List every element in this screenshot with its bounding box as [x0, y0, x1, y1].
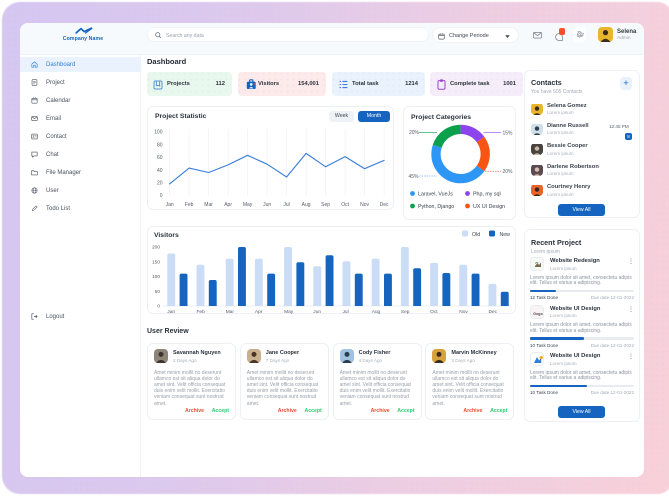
- svg-text:0: 0: [160, 193, 163, 199]
- svg-text:Apr: Apr: [255, 309, 263, 315]
- svg-text:UX UI Design: UX UI Design: [473, 204, 505, 210]
- svg-text:Jun: Jun: [263, 202, 271, 208]
- svg-text:Jul: Jul: [283, 202, 289, 208]
- svg-text:Nov: Nov: [459, 309, 468, 315]
- svg-text:20%: 20%: [409, 130, 420, 136]
- svg-text:Nov: Nov: [360, 202, 369, 208]
- svg-text:May: May: [243, 202, 253, 208]
- svg-text:15%: 15%: [503, 130, 514, 136]
- svg-text:Sep: Sep: [321, 202, 330, 208]
- svg-text:Mar: Mar: [226, 309, 235, 315]
- svg-text:Old: Old: [472, 232, 480, 238]
- svg-text:40: 40: [157, 168, 163, 174]
- svg-text:45%: 45%: [409, 174, 420, 180]
- svg-text:May: May: [284, 309, 294, 315]
- svg-text:Laravel, VueJs: Laravel, VueJs: [418, 191, 453, 197]
- svg-text:Php, my sql: Php, my sql: [473, 191, 501, 197]
- svg-text:Oct: Oct: [430, 309, 438, 315]
- svg-text:0: 0: [157, 304, 160, 310]
- svg-text:Feb: Feb: [197, 309, 206, 315]
- svg-text:20%: 20%: [503, 169, 514, 175]
- svg-text:Feb: Feb: [185, 202, 194, 208]
- svg-text:Jan: Jan: [166, 202, 174, 208]
- svg-text:Aug: Aug: [302, 202, 311, 208]
- svg-text:50: 50: [155, 289, 161, 295]
- svg-text:150: 150: [152, 260, 160, 266]
- svg-text:Mar: Mar: [204, 202, 213, 208]
- svg-text:100: 100: [154, 130, 163, 136]
- svg-text:Sep: Sep: [401, 309, 410, 315]
- svg-text:80: 80: [157, 142, 163, 148]
- svg-text:Aug: Aug: [372, 309, 381, 315]
- svg-text:Dec: Dec: [380, 202, 389, 208]
- svg-text:20: 20: [157, 181, 163, 187]
- svg-text:Jun: Jun: [313, 309, 321, 315]
- svg-text:Gogo: Gogo: [533, 312, 543, 316]
- svg-text:200: 200: [152, 245, 160, 251]
- svg-text:Apr: Apr: [224, 202, 232, 208]
- svg-text:Python, Django: Python, Django: [418, 204, 454, 210]
- svg-text:Jul: Jul: [343, 309, 349, 315]
- svg-text:60: 60: [157, 155, 163, 161]
- svg-text:New: New: [500, 232, 511, 238]
- svg-text:Oct: Oct: [341, 202, 349, 208]
- svg-text:Jan: Jan: [167, 309, 175, 315]
- svg-text:100: 100: [152, 274, 160, 280]
- svg-text:Dec: Dec: [489, 309, 498, 315]
